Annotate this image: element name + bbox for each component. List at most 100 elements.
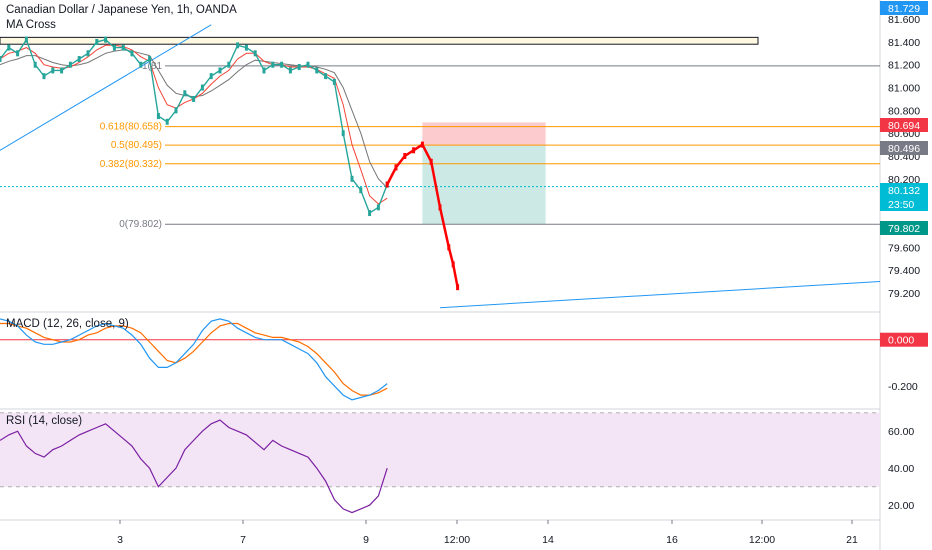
price-point bbox=[332, 78, 336, 85]
price-point bbox=[280, 61, 284, 68]
time-tick-label: 9 bbox=[363, 534, 369, 546]
symbol-title: Canadian Dollar / Japanese Yen, 1h, OAND… bbox=[6, 4, 237, 16]
macd-zero-tag bbox=[880, 332, 928, 347]
rsi-line bbox=[0, 419, 388, 514]
price-point bbox=[0, 56, 2, 63]
price-point bbox=[7, 44, 11, 51]
time-tick-label: 12:00 bbox=[749, 534, 775, 546]
forecast-point bbox=[412, 147, 416, 154]
price-point bbox=[236, 42, 240, 49]
stop-loss-zone bbox=[422, 122, 546, 146]
price-tick-label: 81.000 bbox=[888, 83, 920, 95]
fib-level-label: 1(81 bbox=[142, 61, 162, 72]
price-point bbox=[165, 118, 169, 125]
price-point bbox=[253, 50, 257, 57]
price-tick-label: 81.200 bbox=[888, 60, 920, 72]
price-point bbox=[244, 44, 248, 51]
price-point bbox=[376, 204, 380, 211]
price-point bbox=[77, 56, 81, 63]
price-tick-label: 79.400 bbox=[888, 265, 920, 277]
price-point bbox=[350, 175, 354, 182]
time-tick-label: 14 bbox=[542, 534, 554, 546]
price-point bbox=[174, 107, 178, 114]
price-tag bbox=[880, 183, 928, 197]
trendline bbox=[0, 24, 212, 151]
price-point bbox=[368, 210, 372, 217]
forecast-point bbox=[456, 284, 460, 291]
price-tag bbox=[880, 1, 928, 15]
price-point bbox=[341, 130, 345, 137]
price-point bbox=[227, 61, 231, 68]
price-point bbox=[209, 73, 213, 80]
price-tag-label: 80.694 bbox=[888, 120, 920, 132]
time-tick-label: 12:00 bbox=[444, 534, 470, 546]
forecast-point bbox=[451, 261, 455, 268]
rsi-tick-label: 40.00 bbox=[888, 463, 914, 475]
rsi-tick-label: 60.00 bbox=[888, 426, 914, 438]
price-point bbox=[95, 38, 99, 45]
forecast-point bbox=[394, 164, 398, 171]
trendline bbox=[439, 280, 881, 309]
price-tag-label: 80.132 bbox=[888, 185, 920, 197]
price-point bbox=[324, 73, 328, 80]
time-tick-label: 3 bbox=[117, 534, 123, 546]
price-tag-label: 23:50 bbox=[888, 199, 914, 211]
price-tick-label: 81.600 bbox=[888, 14, 920, 26]
price-point bbox=[42, 73, 46, 80]
price-tick-label: 80.800 bbox=[888, 105, 920, 117]
time-tick-label: 7 bbox=[240, 534, 246, 546]
price-point bbox=[306, 61, 310, 68]
forecast-point bbox=[447, 244, 451, 251]
indicator-label: MA Cross bbox=[6, 19, 56, 31]
price-tag bbox=[880, 221, 928, 235]
time-tick-label: 16 bbox=[666, 534, 678, 546]
fib-level-label: 0(79.802) bbox=[119, 219, 162, 230]
price-tick-label: 79.200 bbox=[888, 288, 920, 300]
price-point bbox=[148, 56, 152, 63]
price-point bbox=[262, 67, 266, 74]
macd-line bbox=[0, 318, 388, 401]
resistance-box bbox=[0, 36, 759, 45]
macd-tick-label: 0.000 bbox=[888, 335, 914, 347]
price-point bbox=[121, 44, 125, 51]
price-point bbox=[192, 95, 196, 102]
take-profit-zone bbox=[422, 145, 546, 225]
price-point bbox=[51, 67, 55, 74]
price-point bbox=[24, 36, 28, 43]
forecast-line bbox=[386, 142, 459, 288]
rsi-label: RSI (14, close) bbox=[6, 415, 83, 427]
forecast-point bbox=[420, 141, 424, 148]
price-point bbox=[271, 61, 275, 68]
price-point bbox=[359, 187, 363, 194]
price-tag-label: 81.729 bbox=[888, 3, 920, 15]
rsi-tick-label: 20.00 bbox=[888, 500, 914, 512]
price-tick-label: 80.200 bbox=[888, 174, 920, 186]
price-point bbox=[315, 67, 319, 74]
fib-level-label: 0.5(80.495) bbox=[111, 140, 162, 151]
price-point bbox=[16, 50, 20, 57]
price-tag bbox=[880, 197, 928, 211]
price-tag bbox=[880, 118, 928, 132]
price-point bbox=[33, 61, 37, 68]
time-tick-label: 21 bbox=[846, 534, 858, 546]
price-point bbox=[297, 64, 301, 71]
fib-level-label: 0.382(80.332) bbox=[100, 159, 162, 170]
price-point bbox=[218, 67, 222, 74]
fib-level-label: 0.618(80.658) bbox=[100, 122, 162, 133]
price-tick-label: 79.600 bbox=[888, 242, 920, 254]
price-point bbox=[60, 67, 64, 74]
price-point bbox=[86, 50, 90, 57]
price-tick-label: 81.400 bbox=[888, 37, 920, 49]
price-point bbox=[104, 36, 108, 43]
price-point bbox=[200, 84, 204, 91]
macd-tick-label: -0.200 bbox=[888, 381, 918, 393]
forecast-point bbox=[429, 158, 433, 165]
price-tag bbox=[880, 141, 928, 155]
forecast-point bbox=[385, 181, 389, 188]
macd-signal-line bbox=[0, 322, 388, 396]
price-point bbox=[68, 61, 72, 68]
price-point bbox=[130, 50, 134, 57]
forecast-point bbox=[438, 204, 442, 211]
forecast-point bbox=[403, 153, 407, 159]
